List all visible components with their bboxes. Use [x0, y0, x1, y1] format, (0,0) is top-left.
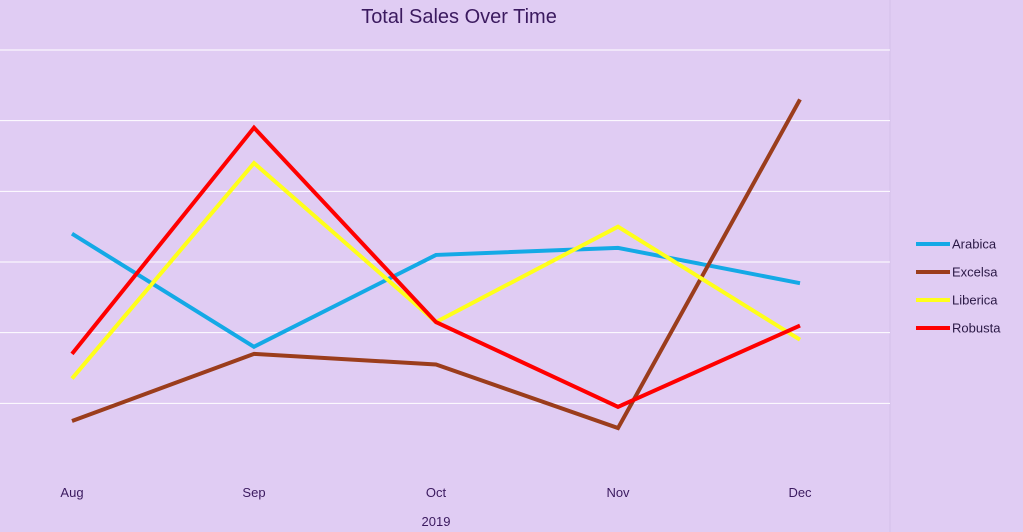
series-line-robusta — [70, 124, 801, 410]
x-axis-label: 2019 — [422, 514, 451, 529]
x-tick-label: Dec — [788, 485, 812, 500]
legend-label: Robusta — [952, 321, 1001, 336]
legend: Arabica Excelsa Liberica Robusta — [916, 237, 1001, 336]
legend-item-liberica: Liberica — [916, 293, 998, 308]
x-tick-label: Aug — [60, 485, 83, 500]
legend-item-robusta: Robusta — [916, 321, 1001, 336]
x-tick-label: Nov — [606, 485, 630, 500]
legend-label: Excelsa — [952, 265, 998, 280]
x-tick-label: Sep — [242, 485, 265, 500]
legend-label: Liberica — [952, 293, 998, 308]
x-tick-label: Oct — [426, 485, 447, 500]
legend-label: Arabica — [952, 237, 997, 252]
series-line-arabica — [70, 232, 801, 350]
legend-item-excelsa: Excelsa — [916, 265, 998, 280]
legend-item-arabica: Arabica — [916, 237, 997, 252]
series-line-excelsa — [71, 98, 802, 431]
chart-title: Total Sales Over Time — [361, 6, 557, 28]
plot-area — [0, 0, 890, 532]
series-lines — [70, 98, 802, 431]
x-axis-ticks: Aug Sep Oct Nov Dec — [60, 485, 812, 500]
